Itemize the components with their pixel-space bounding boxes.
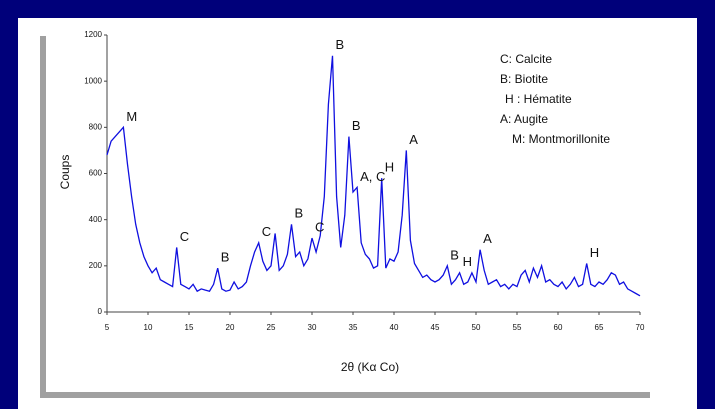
peak-label: A, C [360,169,385,184]
data-line [106,55,641,297]
peak-label: H [590,245,599,260]
y-tick-label: 0 [98,307,103,316]
peak-label: B [295,206,304,221]
peak-label: B [221,250,230,265]
peak-label: B [450,247,459,262]
y-tick-label: 600 [89,169,103,178]
x-tick-label: 35 [349,323,358,332]
peak-label: C [315,220,324,235]
peak-label: M [126,109,137,124]
x-tick-label: 10 [144,323,153,332]
x-tick-label: 5 [105,323,110,332]
peak-label: B [352,118,361,133]
peak-label: B [336,37,345,52]
legend-text: B: Biotite [500,72,548,86]
x-tick-label: 65 [595,323,604,332]
x-tick-label: 20 [226,323,235,332]
x-axis-label: 2θ (Kα Co) [341,360,399,374]
x-tick-label: 25 [267,323,276,332]
x-tick-label: 15 [185,323,194,332]
y-axis-label: Coups [58,155,72,190]
peak-label: C [262,224,271,239]
peak-label: A [409,132,418,147]
y-tick-label: 1000 [84,76,102,85]
x-tick-label: 45 [431,323,440,332]
y-tick-label: 1200 [84,30,102,39]
peak-label: H [463,254,472,269]
shadow-left [40,36,46,398]
x-tick-label: 60 [554,323,563,332]
x-tick-label: 40 [390,323,399,332]
peak-label: H [385,160,394,175]
legend-text: C: Calcite [500,52,552,66]
x-tick-label: 70 [636,323,645,332]
peak-label: A [483,231,492,246]
y-tick-label: 800 [89,122,103,131]
x-tick-label: 55 [513,323,522,332]
legend-text: A: Augite [500,112,548,126]
y-tick-label: 400 [89,215,103,224]
panel [18,18,697,409]
legend-text: H : Hématite [505,92,572,106]
peak-label: C [180,229,189,244]
y-tick-label: 200 [89,261,103,270]
shadow-bottom [40,392,650,398]
x-tick-label: 50 [472,323,481,332]
legend-text: M: Montmorillonite [512,132,610,146]
x-tick-label: 30 [308,323,317,332]
